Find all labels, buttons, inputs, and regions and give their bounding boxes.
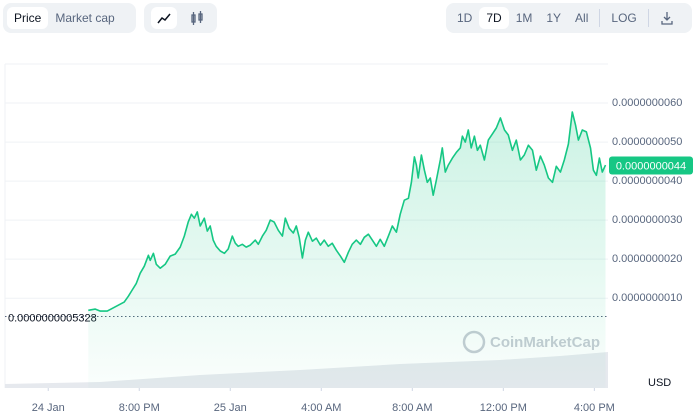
- watermark: CoinMarketCap: [462, 330, 600, 354]
- range-button[interactable]: All: [575, 11, 589, 25]
- y-tick-label: 0.0000000010: [612, 292, 682, 304]
- x-tick-label: 4:00 PM: [574, 402, 615, 414]
- download-button[interactable]: [653, 7, 681, 29]
- line-chart-button[interactable]: [151, 7, 178, 29]
- y-tick-label: 0.0000000020: [612, 253, 682, 265]
- volume-area: [5, 352, 608, 388]
- tab-button[interactable]: Market cap: [55, 11, 115, 25]
- y-tick-label: 0.0000000050: [612, 136, 682, 148]
- range-button[interactable]: 1Y: [546, 11, 562, 25]
- watermark-text: CoinMarketCap: [490, 334, 600, 351]
- tab-button[interactable]: Price: [7, 7, 49, 29]
- x-tick-label: 12:00 PM: [480, 402, 527, 414]
- y-tick-label: 0.0000000060: [612, 97, 682, 109]
- price-badge-label: 0.0000000044: [616, 160, 686, 172]
- x-tick-label: 8:00 PM: [119, 402, 160, 414]
- range-button[interactable]: 1D: [457, 11, 473, 25]
- currency-label: USD: [648, 377, 671, 389]
- y-tick-label: 0.0000000040: [612, 175, 682, 187]
- area: [88, 112, 606, 388]
- download-icon: [661, 12, 673, 25]
- x-tick-label: 4:00 AM: [301, 402, 341, 414]
- divider: [647, 9, 649, 27]
- x-tick-label: 24 Jan: [32, 402, 65, 414]
- baseline-label: 0.0000000005328: [8, 312, 97, 324]
- log-button[interactable]: LOG: [611, 11, 637, 25]
- chart-style-group: [144, 3, 217, 33]
- range-button[interactable]: 7D: [479, 7, 509, 29]
- candle-chart-button[interactable]: [184, 7, 210, 29]
- range-button[interactable]: 1M: [515, 11, 533, 25]
- line-icon: [157, 13, 171, 24]
- tab-group: Price Market cap: [3, 3, 136, 33]
- divider: [599, 9, 601, 27]
- x-tick-label: 8:00 AM: [392, 402, 432, 414]
- price-line: [88, 111, 607, 312]
- x-tick-label: 25 Jan: [214, 402, 247, 414]
- y-tick-label: 0.0000000030: [612, 214, 682, 226]
- candle-icon: [191, 11, 203, 25]
- range-group: 1D 7D 1M 1Y All LOG: [446, 3, 692, 33]
- watermark-logo: [462, 330, 486, 354]
- price-badge: [609, 156, 693, 175]
